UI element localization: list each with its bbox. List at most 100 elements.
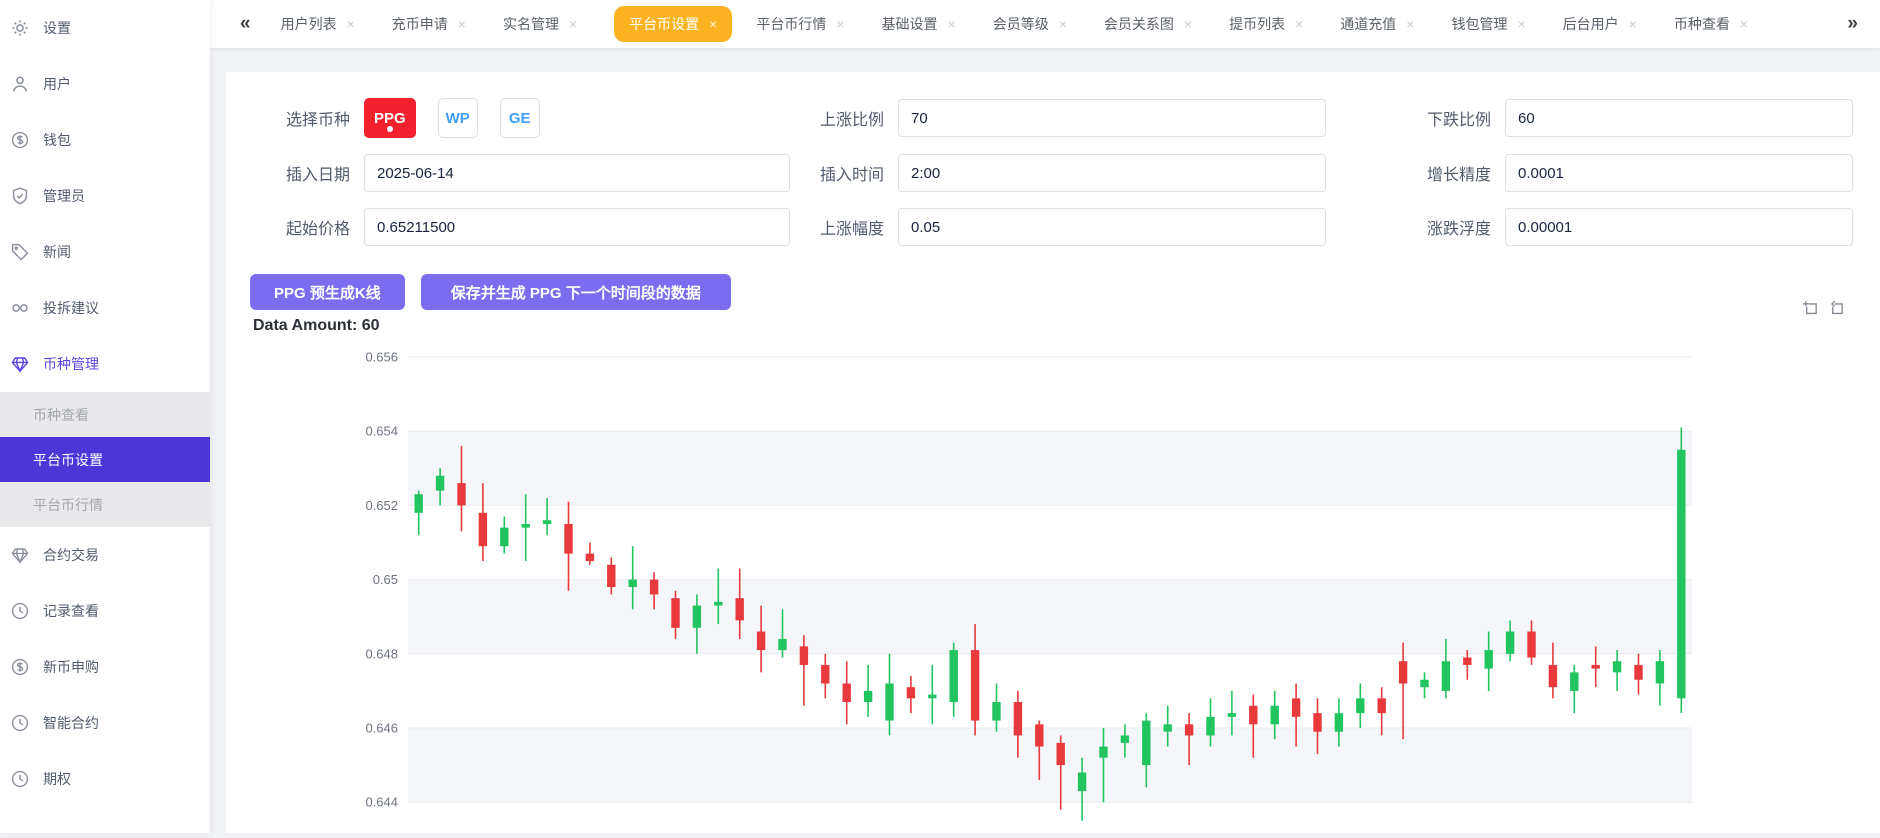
tab-close-icon[interactable]: × (1183, 16, 1193, 32)
pre-generate-kline-button[interactable]: PPG 预生成K线 (250, 274, 405, 310)
sidebar-item-label: 智能合约 (43, 715, 99, 731)
candle-42 (1291, 683, 1301, 747)
tab-close-icon[interactable]: × (1517, 16, 1526, 32)
candle-23 (885, 653, 894, 736)
tabs-scroll-left-icon[interactable]: « (240, 13, 251, 34)
coin-button-WP[interactable]: WP (437, 98, 478, 138)
candle-52 (1505, 620, 1515, 662)
tab-close-icon[interactable]: × (457, 16, 466, 32)
tab-通道充值[interactable]: 通道充值 × (1340, 14, 1414, 34)
growth-precision-input[interactable] (1505, 154, 1853, 192)
chart-split-band (408, 728, 1692, 803)
restore-icon[interactable] (1828, 300, 1845, 317)
candle-48 (1420, 672, 1429, 699)
candle-30 (1035, 720, 1044, 780)
candle-16 (735, 568, 744, 639)
tab-充币申请[interactable]: 充币申请 × (392, 14, 466, 34)
sidebar-item-期权[interactable]: 期权 (0, 751, 210, 807)
candle-57 (1612, 650, 1622, 691)
sidebar-item-钱包[interactable]: 钱包 (0, 112, 210, 168)
sidebar-item-label: 新闻 (43, 244, 71, 260)
chart-split-band (408, 579, 1692, 654)
tab-平台币设置[interactable]: 平台币设置 × (614, 6, 733, 42)
data-amount-text: Data Amount: 60 (253, 317, 380, 334)
candle-59 (1655, 650, 1665, 706)
candle-10 (607, 557, 616, 595)
tab-平台币行情[interactable]: 平台币行情 × (756, 14, 844, 34)
sidebar-item-投拆建议[interactable]: 投拆建议 (0, 280, 210, 336)
sidebar-subitem-币种查看[interactable]: 币种查看 (33, 406, 89, 423)
tab-close-icon[interactable]: × (1295, 16, 1304, 32)
fluctuation-label: 涨跌浮度 (1426, 221, 1491, 238)
coin-button-PPG[interactable]: PPG (364, 98, 416, 138)
sidebar-submenu: 币种查看平台币设置平台币行情 (0, 392, 210, 527)
sidebar-item-智能合约[interactable]: 智能合约 (0, 695, 210, 751)
tab-钱包管理[interactable]: 钱包管理 × (1451, 14, 1525, 34)
tab-close-icon[interactable]: × (568, 16, 578, 32)
sidebar-item-用户[interactable]: 用户 (0, 56, 210, 112)
tab-基础设置[interactable]: 基础设置 × (882, 14, 956, 34)
save-generate-next-period-button[interactable]: 保存并生成 PPG 下一个时间段的数据 (420, 274, 731, 310)
diamond-icon (10, 354, 30, 374)
sidebar-item-合约交易[interactable]: 合约交易 (0, 527, 210, 583)
candle-44 (1334, 698, 1344, 747)
tab-close-icon[interactable]: × (709, 16, 718, 32)
clock-icon (10, 713, 30, 733)
sidebar-item-设置[interactable]: 设置 (0, 0, 210, 56)
tabs-scroll-right-icon[interactable]: » (1847, 13, 1858, 34)
sidebar-item-label: 用户 (43, 76, 71, 92)
tab-close-icon[interactable]: × (836, 16, 845, 32)
dollar-icon (10, 657, 30, 677)
fluctuation-input[interactable] (1505, 208, 1853, 246)
fall-ratio-input[interactable] (1505, 99, 1853, 137)
tabs-container: 用户列表 × 充币申请 × 实名管理 × 平台币设置 × 平台币行情 × 基础设置 × 会员等级 × 会员关… (281, 6, 1848, 42)
kline-chart[interactable]: 0.656 0.654 0.652 0.65 0.648 0.646 0.644 (226, 330, 1880, 833)
tab-实名管理[interactable]: 实名管理 × (503, 14, 577, 34)
tab-close-icon[interactable]: × (1058, 16, 1067, 32)
chart-toolbox (1802, 300, 1845, 317)
fall-ratio-label: 下跌比例 (1426, 112, 1491, 129)
candle-49 (1441, 638, 1451, 699)
tab-后台用户[interactable]: 后台用户 × (1563, 14, 1637, 34)
coin-button-GE[interactable]: GE (499, 98, 540, 138)
candle-25 (928, 664, 937, 725)
sidebar: 设置用户钱包管理员新闻投拆建议 币种管理币种查看平台币设置平台币行情合约交易 记录查… (0, 0, 210, 833)
candle-15 (714, 568, 723, 625)
start-price-input[interactable] (364, 208, 790, 246)
tab-close-icon[interactable]: × (346, 16, 355, 32)
sidebar-item-币种管理[interactable]: 币种管理 (0, 336, 210, 392)
sidebar-subitem-平台币行情[interactable]: 平台币行情 (33, 496, 103, 513)
rise-ratio-input[interactable] (898, 99, 1326, 137)
tab-提币列表[interactable]: 提币列表 × (1229, 14, 1303, 34)
candle-26 (949, 642, 958, 717)
sidebar-item-新闻[interactable]: 新闻 (0, 224, 210, 280)
candle-43 (1313, 698, 1322, 754)
y-axis-tick-label: 0.648 (365, 646, 398, 661)
rise-amplitude-input[interactable] (898, 208, 1326, 246)
candle-24 (906, 676, 916, 714)
sidebar-item-记录查看[interactable]: 记录查看 (0, 583, 210, 639)
clock-icon (10, 601, 30, 621)
tab-币种查看[interactable]: 币种查看 × (1674, 14, 1748, 34)
candle-41 (1270, 690, 1279, 740)
sidebar-item-新币申购[interactable]: 新币申购 (0, 639, 210, 695)
insert-time-input[interactable] (898, 154, 1326, 192)
sidebar-item-管理员[interactable]: 管理员 (0, 168, 210, 224)
tab-close-icon[interactable]: × (1628, 16, 1637, 32)
insert-date-input[interactable] (364, 154, 790, 192)
y-axis-tick-label: 0.652 (365, 498, 398, 513)
candle-56 (1591, 646, 1600, 688)
tab-close-icon[interactable]: × (1739, 16, 1749, 32)
sidebar-subitem-平台币设置[interactable]: 平台币设置 (0, 437, 210, 482)
tab-close-icon[interactable]: × (1406, 16, 1415, 32)
tab-会员等级[interactable]: 会员等级 × (993, 14, 1067, 34)
sidebar-item-label: 管理员 (43, 188, 85, 204)
candle-12 (649, 572, 659, 610)
tab-会员关系图[interactable]: 会员关系图 × (1104, 14, 1192, 34)
candle-34 (1120, 724, 1130, 758)
tab-用户列表[interactable]: 用户列表 × (281, 14, 355, 34)
candle-53 (1527, 620, 1536, 665)
tab-label: 提币列表 (1229, 16, 1286, 32)
zoom-box-icon[interactable] (1802, 300, 1819, 317)
tab-close-icon[interactable]: × (947, 16, 956, 32)
